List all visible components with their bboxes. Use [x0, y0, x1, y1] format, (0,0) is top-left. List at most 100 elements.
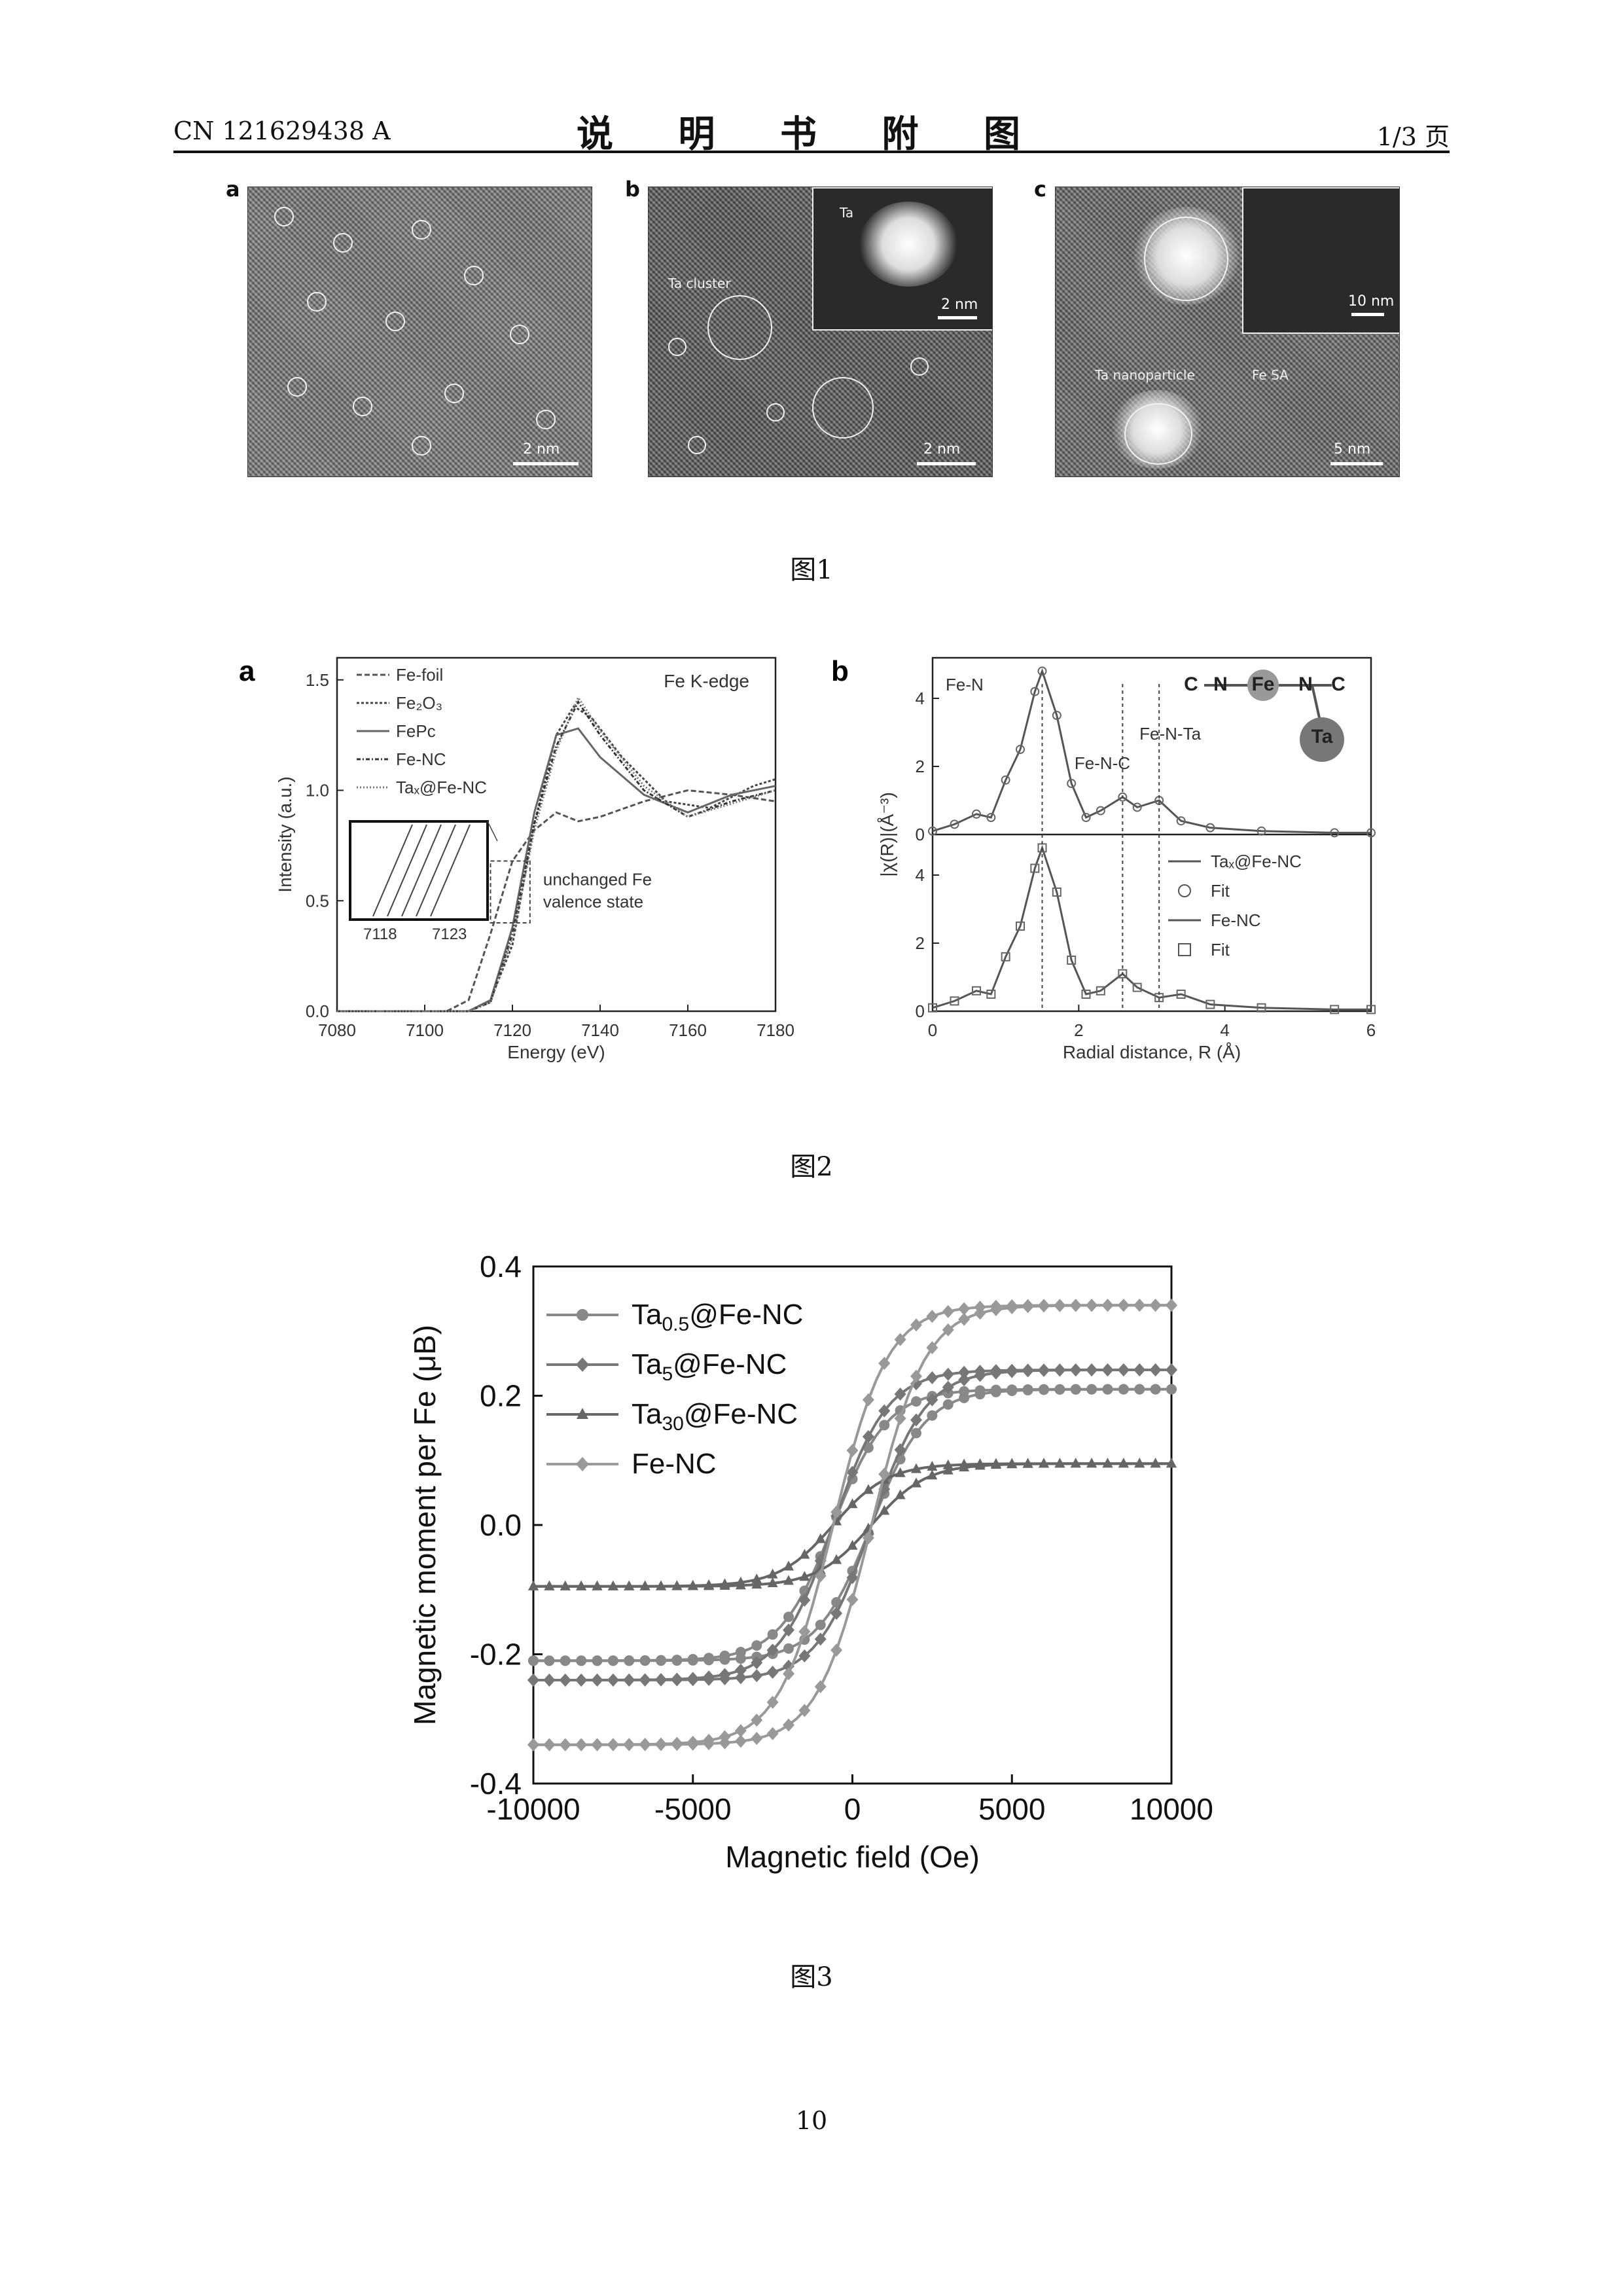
fig3-point	[671, 1736, 683, 1750]
fig3-point	[704, 1653, 715, 1664]
fig1-micrograph-a: 2 nm	[247, 187, 592, 477]
fig3-point	[1069, 1363, 1082, 1377]
fig3-point	[671, 1580, 683, 1590]
fig3-point	[974, 1365, 986, 1378]
fig3-point	[544, 1655, 555, 1666]
fig3-point	[831, 1554, 842, 1564]
fig3-point	[703, 1733, 715, 1747]
fig3-plot: -10000 -5000 0 5000 10000 -0.4 -0.2 0.0 0.2 0.4 Ma…	[408, 1249, 1213, 1874]
fig3-point	[734, 1671, 747, 1685]
fig2b-fit-marker	[1096, 986, 1105, 996]
fig2b-fit-marker	[1118, 969, 1128, 978]
fig3-point	[927, 1469, 938, 1480]
fig2b-structure-label: Ta	[1311, 726, 1333, 747]
fig1-annotation-b: Ta cluster	[668, 276, 731, 291]
fig3-point	[1054, 1458, 1065, 1468]
fig3-point	[783, 1667, 794, 1681]
fig3-point	[639, 1655, 651, 1666]
fig3-xtick-label: -5000	[654, 1792, 732, 1826]
fig3-point	[783, 1611, 794, 1623]
fig3-point	[798, 1649, 811, 1663]
fig2b-fit-marker	[1366, 1005, 1376, 1014]
fig3-point	[559, 1673, 571, 1687]
fig2b-plot: 0 2 4 6 0 2 4 0 2 4 Fe-N Fe-N-C Fe-N-Ta |χ(R)|(Å⁻³) Ra…	[877, 656, 1376, 1062]
fig3-point	[1150, 1384, 1161, 1395]
fig2b-fit-marker	[986, 813, 996, 822]
fig2b-fit-marker	[950, 819, 959, 829]
figure-3: -10000 -5000 0 5000 10000 -0.4 -0.2 0.0 0.2 0.4 Ma…	[408, 1249, 1213, 1874]
fig3-point	[751, 1640, 762, 1651]
fig2b-annotation-fe-n-c: Fe-N-C	[1075, 753, 1130, 773]
fig3-point	[862, 1393, 874, 1407]
fig2a-legend-entry: Taₓ@Fe-NC	[396, 778, 487, 797]
fig3-branch-up	[533, 1388, 1171, 1662]
fig3-point	[719, 1668, 731, 1681]
fig3-point	[767, 1577, 778, 1588]
fig2b-fit-marker	[1132, 802, 1142, 812]
fig2b-fit-marker	[1081, 990, 1091, 999]
fig3-point	[703, 1670, 715, 1684]
fig2b-structure-label: C	[1184, 673, 1198, 695]
fig2b-fit-marker	[950, 996, 959, 1006]
fig3-point	[766, 1727, 779, 1740]
fig3-point	[1006, 1299, 1018, 1313]
fig3-point	[894, 1412, 906, 1426]
fig3-point	[592, 1655, 603, 1666]
fig3-point	[655, 1673, 667, 1687]
fig3-point	[846, 1465, 859, 1479]
figure-1-caption: 图1	[790, 555, 833, 585]
fig2a-ytick-label: 0.0	[306, 1001, 329, 1021]
fig3-point	[910, 1369, 922, 1383]
fig2b-ytick-label: 0	[916, 1001, 925, 1021]
fig3-point	[1007, 1384, 1018, 1395]
fig3-point	[942, 1367, 954, 1381]
fig3-point	[560, 1580, 571, 1590]
fig3-point	[926, 1341, 938, 1355]
fig3-point	[1118, 1384, 1129, 1395]
fig2a-inset-connector	[487, 821, 498, 842]
fig3-point	[1149, 1363, 1162, 1377]
fig3-point	[798, 1624, 811, 1638]
fig2b-fit-marker	[1330, 1005, 1340, 1014]
fig2a-ytick-label: 1.5	[306, 670, 329, 690]
fig3-ytick-label: -0.4	[470, 1767, 522, 1801]
fig3-point	[1086, 1458, 1097, 1468]
fig2a-series-line	[337, 789, 776, 1013]
fig3-point	[815, 1533, 826, 1543]
fig3-point	[766, 1695, 779, 1709]
fig2a-inset-tick: 7118	[363, 925, 397, 943]
fig3-point	[974, 1458, 986, 1469]
fig3-point	[910, 1413, 922, 1427]
fig3-point	[814, 1632, 827, 1646]
fig3-ytick-label: -0.2	[470, 1638, 522, 1672]
fig3-point	[846, 1592, 859, 1606]
fig3-point	[687, 1579, 698, 1590]
fig3-point	[751, 1579, 762, 1589]
fig3-point	[1149, 1299, 1162, 1312]
fig3-point	[1070, 1384, 1081, 1395]
fig2a-inset-line	[387, 824, 427, 917]
fig2b-annotation-fe-n-ta: Fe-N-Ta	[1139, 724, 1201, 744]
doc-number: CN 121629438 A	[173, 117, 391, 145]
fig3-point	[1022, 1363, 1034, 1377]
fig2a-series-line	[337, 727, 776, 1013]
fig3-point	[1038, 1363, 1050, 1377]
fig3-point	[910, 1318, 922, 1332]
fig3-point	[926, 1371, 938, 1385]
fig2-label-a: a	[239, 655, 255, 687]
fig3-point	[830, 1505, 843, 1519]
fig3-legend-marker	[576, 1457, 589, 1471]
fig2b-fit-marker	[1176, 990, 1186, 999]
fig3-point	[734, 1724, 747, 1738]
page-header: CN 121629438 A 说 明 书 附 图 1/3 页	[173, 105, 1450, 156]
fig2a-inset-line	[372, 824, 413, 917]
fig3-point	[767, 1629, 778, 1640]
fig2b-xtick-label: 2	[1074, 1020, 1083, 1040]
fig3-point	[878, 1356, 891, 1370]
fig1-scale-c: 5 nm	[1334, 441, 1371, 457]
fig2b-ylabel: |χ(R)|(Å⁻³)	[877, 792, 897, 877]
fig3-point	[959, 1458, 970, 1469]
fig3-point	[607, 1673, 619, 1687]
fig2a-legend-entry: FePc	[396, 721, 436, 741]
fig3-point	[942, 1459, 954, 1469]
